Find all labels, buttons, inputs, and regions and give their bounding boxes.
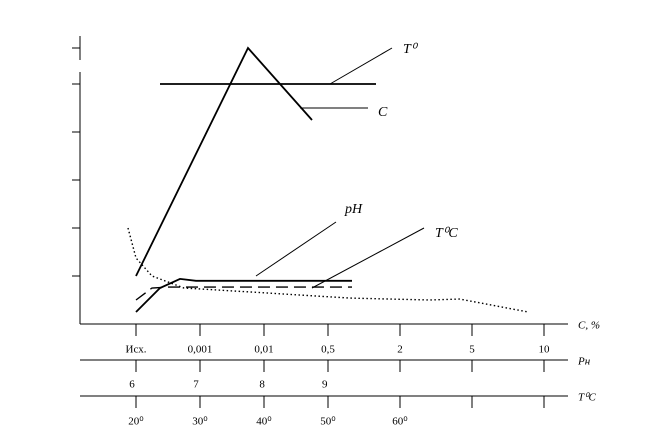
series-label: C (378, 105, 388, 120)
leader-line (255, 221, 337, 277)
ph-tick-label: 8 (259, 379, 265, 391)
ph-tick-label: 7 (193, 379, 199, 391)
ph-tick-label: 6 (129, 379, 135, 391)
leader-line (311, 227, 425, 289)
x-tick-label: 2 (397, 344, 403, 356)
x-tick-label: 0,5 (321, 344, 335, 356)
series-line (135, 277, 352, 313)
temp-tick-label: 40⁰ (256, 416, 272, 428)
x-axis-label: C, % (578, 320, 600, 332)
leader-line (329, 47, 393, 85)
series-label: pH (344, 202, 363, 217)
ph-tick-label: 9 (322, 379, 328, 391)
series-line (135, 286, 352, 301)
series-line (135, 46, 313, 277)
ph-axis-label: Pн (577, 356, 591, 368)
series-label: T⁰C (435, 226, 458, 241)
x-tick-label: 0,01 (254, 344, 273, 356)
x-tick-label: 0,001 (188, 344, 213, 356)
temp-tick-label: 60⁰ (392, 416, 408, 428)
temp-axis-label: T⁰C (578, 392, 597, 404)
temp-tick-label: 30⁰ (192, 416, 208, 428)
x-tick-label: 10 (539, 344, 551, 356)
temp-tick-label: 20⁰ (128, 416, 144, 428)
series-label: T⁰ (403, 42, 419, 57)
series-line (127, 227, 529, 313)
temp-tick-label: 50⁰ (320, 416, 336, 428)
x-tick-label: Исх. (126, 344, 147, 356)
x-tick-label: 5 (469, 344, 475, 356)
